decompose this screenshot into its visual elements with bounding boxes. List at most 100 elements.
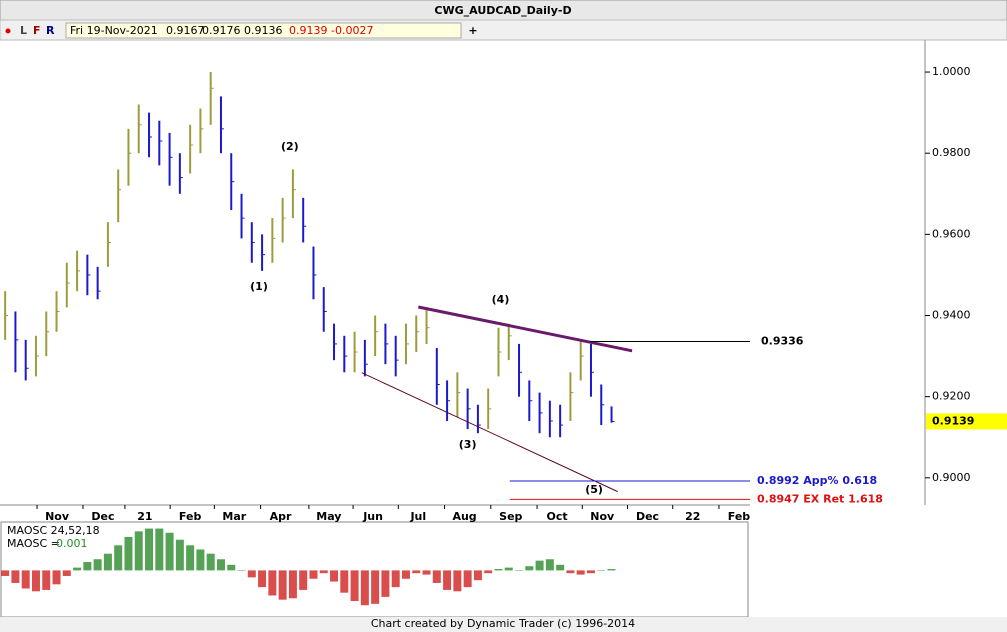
osc-bar	[247, 570, 256, 578]
x-tick-label: Oct	[546, 510, 567, 523]
quote-change: -0.0027	[331, 24, 373, 37]
x-tick-label: Jul	[409, 510, 426, 523]
quote-date: Fri 19-Nov-2021	[70, 24, 158, 37]
level-label: 0.8992 App% 0.618	[757, 474, 877, 487]
status-bar	[0, 617, 1007, 632]
osc-bar	[401, 570, 410, 579]
window-title: CWG_AUDCAD_Daily-D	[434, 4, 571, 17]
osc-bar	[268, 570, 277, 596]
osc-bar	[196, 549, 205, 571]
wave-label: (3)	[459, 438, 477, 451]
quote-box	[65, 22, 462, 39]
wave-label: (2)	[281, 140, 299, 153]
x-tick-label: Jun	[362, 510, 383, 523]
osc-bar	[134, 531, 143, 571]
osc-bar	[576, 570, 585, 575]
osc-bar	[586, 570, 595, 574]
x-tick-label: Dec	[636, 510, 659, 523]
osc-bar	[330, 570, 339, 582]
quote-open: 0.9167	[166, 24, 205, 37]
osc-bar	[391, 570, 400, 588]
x-tick-label: Mar	[222, 510, 246, 523]
osc-bar	[216, 559, 225, 571]
osc-name: MAOSC 24,52,18	[7, 524, 100, 537]
osc-bar	[237, 570, 246, 571]
osc-bar	[186, 545, 195, 571]
osc-bar	[42, 570, 51, 590]
osc-bar	[473, 570, 482, 581]
x-tick-label: Nov	[590, 510, 615, 523]
osc-bar	[381, 570, 390, 597]
osc-bar	[278, 570, 287, 600]
osc-bar	[258, 570, 267, 588]
osc-bar	[206, 553, 215, 571]
osc-bar	[83, 562, 92, 571]
osc-bar	[443, 570, 452, 590]
osc-bar	[515, 570, 524, 571]
osc-bar	[299, 570, 308, 590]
x-tick-label: 21	[137, 510, 152, 523]
wave-label: (5)	[585, 483, 603, 496]
osc-bar	[494, 569, 503, 571]
flag[interactable]: F	[33, 24, 41, 37]
osc-bar	[103, 553, 112, 571]
osc-bar	[114, 545, 123, 571]
last-price-box	[926, 413, 1007, 430]
osc-bar	[62, 570, 71, 576]
x-tick-label: May	[316, 510, 341, 523]
wave-label: (1)	[250, 280, 268, 293]
wave-label: (4)	[492, 293, 510, 306]
osc-bar	[525, 566, 534, 571]
osc-bar	[350, 570, 359, 602]
osc-bar	[319, 570, 328, 574]
osc-bar	[422, 570, 431, 575]
footer: Chart created by Dynamic Trader (c) 1996…	[371, 617, 635, 630]
y-tick-label: 0.9800	[932, 146, 971, 159]
osc-bar	[463, 570, 472, 588]
osc-bar	[566, 570, 575, 574]
osc-bar	[432, 570, 441, 583]
osc-bar	[155, 528, 164, 571]
osc-bar	[145, 528, 154, 571]
osc-bar	[165, 532, 174, 571]
x-tick-label: 22	[685, 510, 700, 523]
osc-bar	[484, 570, 493, 574]
osc-bar	[453, 570, 462, 592]
osc-bar	[607, 569, 616, 571]
x-tick-label: Aug	[452, 510, 476, 523]
osc-bar	[31, 570, 40, 592]
last-price-label: 0.9139	[932, 414, 974, 427]
add-button[interactable]: +	[468, 24, 477, 37]
osc-bar	[21, 570, 30, 589]
x-tick-label: Apr	[270, 510, 292, 523]
quote-high: 0.9176	[202, 24, 241, 37]
osc-bar	[288, 570, 297, 599]
osc-readout-label: MAOSC =	[7, 537, 60, 550]
osc-bar	[124, 536, 133, 571]
y-tick-label: 0.9600	[932, 227, 971, 240]
osc-bar	[360, 570, 369, 606]
x-tick-label: Feb	[179, 510, 202, 523]
quote-close: 0.9139	[289, 24, 328, 37]
osc-bar	[93, 559, 102, 571]
trendline	[418, 305, 633, 353]
level-label: 0.9336	[761, 334, 804, 347]
quote-low: 0.9136	[244, 24, 283, 37]
osc-bar	[175, 539, 184, 571]
osc-bar	[597, 570, 606, 571]
trendline	[361, 372, 618, 493]
osc-bar	[73, 567, 82, 571]
y-tick-label: 0.9000	[932, 471, 971, 484]
flag[interactable]: L	[20, 24, 27, 37]
osc-bar	[556, 564, 565, 571]
osc-bar	[504, 567, 513, 571]
osc-readout: 0.001	[56, 537, 88, 550]
level-label: 0.8947 EX Ret 1.618	[757, 492, 883, 505]
osc-bar	[309, 570, 318, 579]
osc-bar	[412, 570, 421, 574]
flag[interactable]: R	[46, 24, 55, 37]
osc-bar	[535, 560, 544, 571]
osc-bar	[11, 570, 20, 583]
osc-bar	[227, 564, 236, 571]
